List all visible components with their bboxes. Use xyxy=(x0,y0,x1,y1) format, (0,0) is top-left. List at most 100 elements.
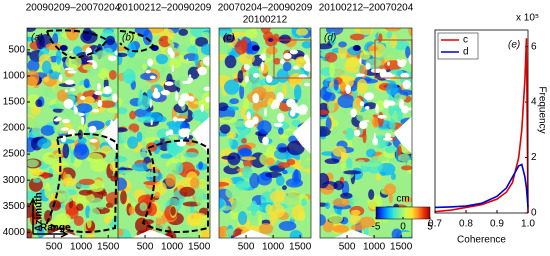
panel-title: 20070204–20090209 xyxy=(218,3,313,14)
lake xyxy=(352,45,361,51)
no-data xyxy=(147,58,154,67)
map-patch xyxy=(219,45,232,55)
map-patch xyxy=(356,159,366,166)
no-data xyxy=(385,132,391,139)
map-patch xyxy=(329,31,337,46)
map-patch xyxy=(365,148,376,158)
map-patch xyxy=(301,168,311,173)
map-patch xyxy=(27,59,40,72)
y-multiplier: x 10⁵ xyxy=(516,13,539,24)
map-patch xyxy=(327,100,335,112)
map-patch xyxy=(133,151,149,158)
map-patch xyxy=(118,177,128,191)
y-tick-label: 2500 xyxy=(3,149,26,160)
map-patch xyxy=(219,116,238,124)
map-patch xyxy=(195,191,204,206)
map-patch xyxy=(142,29,153,46)
map-patch xyxy=(332,198,351,207)
map-patch xyxy=(76,203,84,211)
no-data xyxy=(345,84,351,94)
map-patch xyxy=(400,117,412,126)
map-patch xyxy=(304,128,310,141)
map-patch xyxy=(246,205,263,212)
map-patch xyxy=(27,228,33,238)
map-patch xyxy=(324,77,337,82)
map-patch xyxy=(273,57,281,65)
no-data xyxy=(400,72,410,79)
map-patch xyxy=(40,125,55,136)
panel-label: (b) xyxy=(122,33,134,44)
map-patch xyxy=(61,109,72,115)
map-patch xyxy=(118,107,128,115)
x-tick-label: 500 xyxy=(137,242,154,253)
y-tick-label: 6 xyxy=(531,41,537,52)
map-patch xyxy=(168,58,182,69)
map-patch xyxy=(400,143,412,155)
lake xyxy=(251,45,260,51)
map-patch xyxy=(388,193,393,204)
map-patch xyxy=(276,68,289,83)
no-data xyxy=(88,125,97,134)
map-patch xyxy=(27,191,39,201)
map-patch xyxy=(324,158,340,165)
map-patch xyxy=(43,76,50,83)
no-data xyxy=(86,60,96,63)
no-data xyxy=(261,53,266,61)
map-patch xyxy=(283,192,300,208)
y-tick-label: 3000 xyxy=(3,175,26,186)
no-data xyxy=(364,92,375,101)
map-patch xyxy=(84,233,96,238)
map-patch xyxy=(200,31,210,37)
map-patch xyxy=(57,193,73,204)
map-patch xyxy=(400,125,407,132)
map-patch xyxy=(301,40,311,49)
map-patch xyxy=(122,169,138,175)
map-patch xyxy=(223,165,241,175)
map-patch xyxy=(52,107,65,113)
no-data xyxy=(62,118,70,124)
map-patch xyxy=(285,178,303,188)
panel-title: 20090209–20070204 xyxy=(26,3,121,14)
no-data xyxy=(364,105,370,110)
map-patch xyxy=(227,106,239,111)
map-patch xyxy=(405,125,412,140)
map-patch xyxy=(372,117,380,128)
no-data xyxy=(280,58,285,65)
map-patch xyxy=(344,57,361,73)
map-patch xyxy=(219,225,230,238)
map-patch xyxy=(258,223,274,235)
map-patch xyxy=(180,223,188,232)
no-data xyxy=(167,47,173,56)
map-patch xyxy=(277,162,291,169)
map-patch xyxy=(403,129,412,140)
map-patch xyxy=(37,138,52,149)
no-data xyxy=(261,61,264,72)
no-data xyxy=(200,103,204,113)
no-data xyxy=(152,91,161,99)
map-frame xyxy=(117,27,211,239)
map-patch xyxy=(76,92,84,106)
map-patch xyxy=(55,49,62,65)
legend-label: c xyxy=(463,35,468,46)
no-data xyxy=(200,123,210,127)
map-patch xyxy=(333,79,339,91)
map-patch xyxy=(225,228,236,236)
no-data xyxy=(180,93,190,102)
map-patch xyxy=(358,28,374,36)
map-patch xyxy=(142,63,147,72)
map-patch xyxy=(325,202,331,210)
map-patch xyxy=(282,169,288,175)
no-data xyxy=(186,58,189,62)
map-patch xyxy=(186,46,198,55)
x-tick-label: 0.9 xyxy=(490,219,504,230)
map-patch xyxy=(350,209,361,216)
map-patch xyxy=(155,53,168,65)
map-patch xyxy=(141,146,148,152)
map-patch xyxy=(297,123,308,129)
map-patch xyxy=(107,107,119,113)
map-patch xyxy=(342,109,348,115)
map-patch xyxy=(332,224,349,233)
no-data xyxy=(150,119,153,126)
map-patch xyxy=(148,28,164,36)
no-data xyxy=(164,81,174,86)
